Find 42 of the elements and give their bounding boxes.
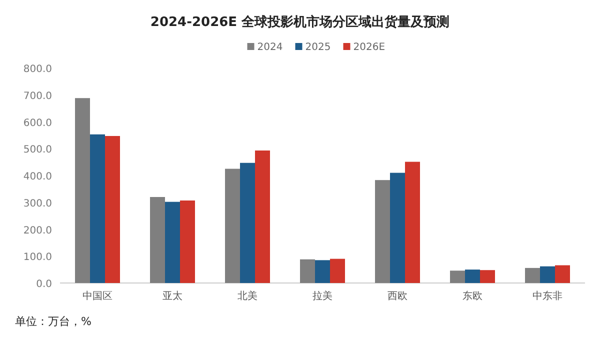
bar: [405, 162, 420, 283]
bar: [240, 162, 255, 283]
bar: [255, 150, 270, 283]
y-tick-label: 0.0: [36, 279, 52, 290]
bar: [555, 265, 570, 283]
bar: [375, 180, 390, 283]
bar: [450, 270, 465, 283]
bar: [90, 134, 105, 283]
x-tick-label: 北美: [238, 290, 258, 302]
bar: [165, 202, 180, 283]
x-tick-label: 西欧: [388, 291, 408, 302]
y-tick-label: 700.0: [23, 90, 52, 102]
bar: [465, 270, 480, 283]
legend-label: 2024: [257, 42, 283, 53]
chart-title: 2024-2026E 全球投影机市场分区域出货量及预测: [150, 14, 450, 30]
y-tick-label: 100.0: [23, 252, 52, 264]
x-tick-label: 拉美: [312, 290, 332, 302]
bar: [480, 270, 495, 283]
y-tick-label: 300.0: [23, 198, 52, 210]
bar: [390, 172, 405, 283]
bar: [540, 266, 555, 283]
bar: [180, 200, 195, 283]
bar: [330, 258, 345, 283]
bar: [75, 98, 90, 283]
legend-label: 2025: [305, 42, 331, 53]
bar: [525, 268, 540, 283]
bar: [150, 197, 165, 283]
bar: [105, 136, 120, 283]
x-tick-label: 亚太: [162, 290, 182, 302]
y-tick-label: 400.0: [23, 172, 52, 182]
legend-label: 2026E: [353, 42, 386, 53]
x-tick-label: 中东非: [532, 290, 562, 302]
bar: [315, 260, 330, 283]
y-tick-label: 800.0: [23, 64, 52, 75]
bar: [300, 259, 315, 283]
y-tick-label: 500.0: [23, 144, 52, 156]
x-tick-label: 东欧: [462, 290, 482, 302]
text: 单位：万台，%: [15, 315, 92, 328]
y-tick-label: 600.0: [23, 118, 52, 129]
bar: [225, 168, 240, 283]
y-tick-label: 200.0: [23, 225, 52, 236]
x-tick-label: 中国区: [82, 290, 112, 302]
